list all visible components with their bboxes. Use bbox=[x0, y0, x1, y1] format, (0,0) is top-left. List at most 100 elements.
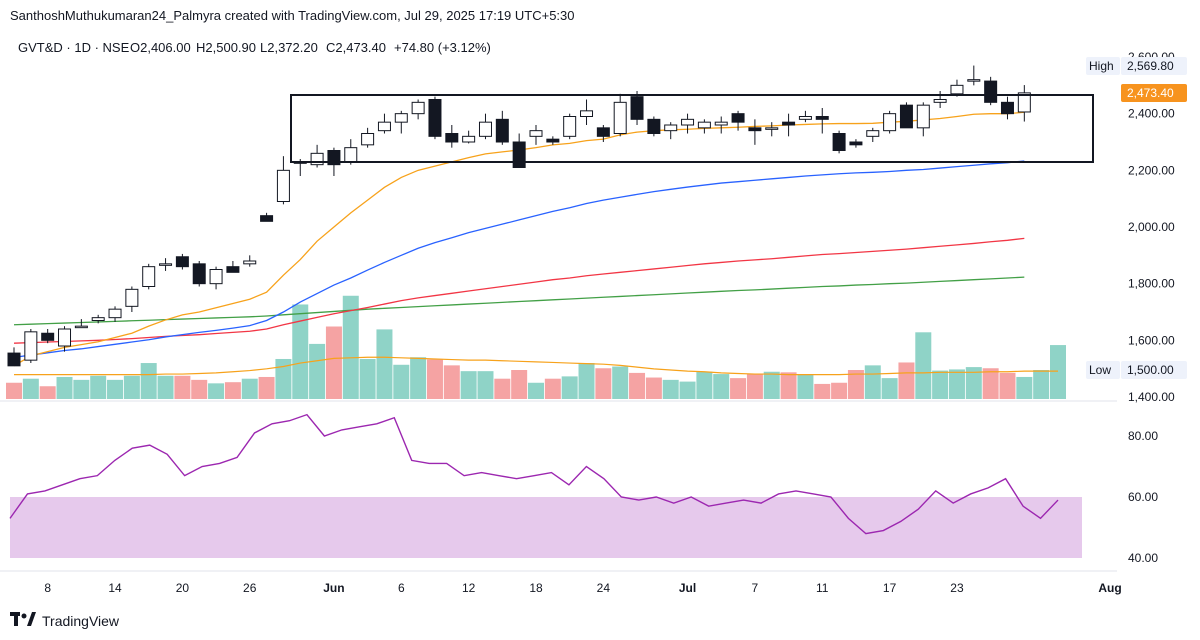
time-tick-label: 24 bbox=[597, 581, 611, 595]
candle bbox=[546, 136, 560, 145]
candle bbox=[714, 116, 728, 134]
ohlc-legend: GVT&D · 1D · NSE O2,406.00 H2,500.90 L2,… bbox=[18, 40, 491, 55]
volume-bar bbox=[107, 379, 124, 399]
candle-body bbox=[883, 113, 897, 132]
price-tick-label: 2,000.00 bbox=[1128, 220, 1175, 234]
candle-body bbox=[226, 266, 240, 273]
candle bbox=[260, 212, 274, 222]
volume-bar bbox=[494, 378, 511, 399]
volume-bar bbox=[376, 329, 393, 399]
volume-bar bbox=[241, 378, 258, 399]
candle-body bbox=[647, 118, 661, 135]
candle bbox=[967, 65, 981, 86]
candle bbox=[377, 113, 391, 134]
candle bbox=[596, 125, 610, 142]
candle-body bbox=[782, 121, 796, 126]
time-tick-label: 23 bbox=[950, 581, 964, 595]
candle bbox=[142, 263, 156, 290]
volume-bar bbox=[730, 378, 747, 399]
candle bbox=[849, 139, 863, 148]
legend-high: H2,500.90 bbox=[196, 40, 256, 55]
candle-body bbox=[984, 80, 998, 103]
candle-body bbox=[681, 118, 695, 126]
candle-body bbox=[478, 121, 492, 137]
volume-bar bbox=[780, 372, 797, 399]
badge-value-bg bbox=[1121, 57, 1187, 75]
candle-body bbox=[24, 331, 38, 361]
badge-label-bg bbox=[1086, 361, 1120, 379]
volume-bar bbox=[528, 382, 544, 399]
candle bbox=[866, 127, 880, 142]
candle-body bbox=[1017, 92, 1031, 113]
candle-body bbox=[495, 118, 509, 143]
volume-bar bbox=[123, 375, 140, 399]
volume-bar bbox=[6, 382, 22, 399]
candle bbox=[243, 255, 257, 267]
candle bbox=[782, 113, 796, 137]
volume-ma-line bbox=[14, 356, 1058, 376]
rsi-tick-label: 80.00 bbox=[1128, 429, 1158, 443]
candle bbox=[630, 91, 644, 125]
candle bbox=[731, 110, 745, 131]
candle-body bbox=[832, 133, 846, 151]
volume-bar bbox=[561, 376, 578, 399]
candle bbox=[24, 329, 38, 363]
candle-body bbox=[546, 138, 560, 143]
volume-bar bbox=[612, 366, 629, 399]
rsi-tick-label: 40.00 bbox=[1128, 551, 1158, 565]
candle-body bbox=[798, 116, 812, 120]
badge-label: Low bbox=[1089, 363, 1111, 377]
candle bbox=[664, 122, 678, 140]
candle-body bbox=[630, 96, 644, 120]
badge-value: 2,473.40 bbox=[1127, 86, 1174, 100]
candle-body bbox=[142, 266, 156, 287]
badge-value: 1,500.00 bbox=[1127, 363, 1174, 377]
candle bbox=[681, 113, 695, 134]
candle bbox=[276, 156, 290, 205]
candle bbox=[91, 314, 105, 324]
candle-body bbox=[377, 121, 391, 132]
volume-bar bbox=[426, 359, 443, 399]
close-price-badge: 2,473.40 bbox=[1121, 84, 1187, 102]
volume-bar bbox=[982, 368, 999, 399]
candle-body bbox=[175, 256, 189, 268]
candle bbox=[933, 91, 947, 108]
time-tick-label: Jul bbox=[679, 581, 696, 595]
volume-bar bbox=[309, 343, 326, 399]
chart-attribution: SanthoshMuthukumaran24_Palmyra created w… bbox=[10, 8, 575, 23]
volume-bar bbox=[174, 375, 191, 399]
price-tick-label: 1,800.00 bbox=[1128, 277, 1175, 291]
volume-bar bbox=[1016, 376, 1033, 399]
time-tick-label: 26 bbox=[243, 581, 257, 595]
candle bbox=[226, 261, 240, 273]
candle-body bbox=[74, 325, 88, 329]
volume-bar bbox=[965, 367, 982, 399]
candle-body bbox=[260, 215, 274, 222]
candle bbox=[765, 122, 779, 137]
legend-change: +74.80 (+3.12%) bbox=[394, 40, 491, 55]
badge-value-bg bbox=[1121, 361, 1187, 379]
candle bbox=[495, 110, 509, 145]
tradingview-wordmark: TradingView bbox=[42, 612, 120, 629]
volume-bar bbox=[410, 357, 427, 399]
candle bbox=[478, 113, 492, 140]
high-badge: High 2,569.80 bbox=[1086, 57, 1187, 75]
time-tick-label: 17 bbox=[883, 581, 897, 595]
volume-bar bbox=[275, 358, 292, 399]
candle bbox=[748, 119, 762, 145]
badge-value: 2,569.80 bbox=[1127, 59, 1174, 73]
candle bbox=[74, 319, 88, 329]
volume-bar bbox=[797, 374, 814, 399]
candle bbox=[175, 253, 189, 270]
volume-bar bbox=[1033, 370, 1050, 399]
volume-bar bbox=[864, 365, 881, 399]
volume-bar bbox=[359, 358, 376, 399]
candle-body bbox=[310, 152, 324, 166]
volume-bar bbox=[342, 295, 359, 399]
volume-bar bbox=[460, 371, 477, 399]
candle-body bbox=[866, 130, 880, 137]
rsi-panel: 80.00 60.00 40.00 bbox=[9, 413, 1158, 565]
candle bbox=[361, 127, 375, 148]
candle bbox=[899, 102, 913, 129]
